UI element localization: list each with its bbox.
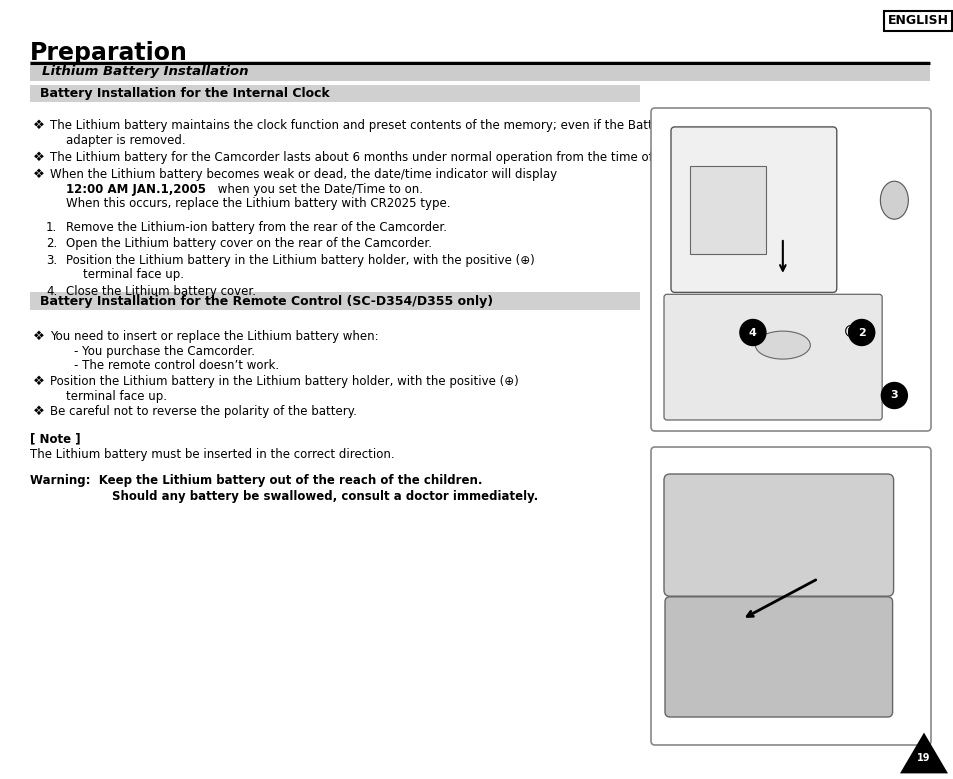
Text: ❖: ❖ (33, 405, 45, 418)
Circle shape (740, 319, 765, 346)
Text: Position the Lithium battery in the Lithium battery holder, with the positive (⊕: Position the Lithium battery in the Lith… (66, 254, 535, 266)
FancyBboxPatch shape (663, 294, 882, 420)
Text: Position the Lithium battery in the Lithium battery holder, with the positive (⊕: Position the Lithium battery in the Lith… (50, 375, 518, 388)
Text: 4.: 4. (46, 285, 57, 298)
Text: ®: ® (842, 325, 858, 340)
Text: The Lithium battery must be inserted in the correct direction.: The Lithium battery must be inserted in … (30, 448, 395, 460)
Text: 3: 3 (889, 390, 897, 400)
FancyBboxPatch shape (30, 292, 639, 310)
Text: When the Lithium battery becomes weak or dead, the date/time indicator will disp: When the Lithium battery becomes weak or… (50, 167, 557, 181)
Text: 12:00 AM JAN.1,2005: 12:00 AM JAN.1,2005 (66, 182, 206, 196)
Text: Battery Installation for the Internal Clock: Battery Installation for the Internal Cl… (40, 86, 330, 100)
FancyBboxPatch shape (30, 62, 929, 81)
FancyBboxPatch shape (650, 108, 930, 431)
Text: ❖: ❖ (33, 375, 45, 388)
Text: adapter is removed.: adapter is removed. (66, 134, 186, 146)
Circle shape (848, 319, 874, 346)
Text: ❖: ❖ (33, 330, 45, 343)
FancyBboxPatch shape (670, 127, 836, 292)
Circle shape (881, 382, 906, 408)
Text: [ Note ]: [ Note ] (30, 432, 81, 445)
Text: 4: 4 (748, 327, 756, 337)
Text: Warning:  Keep the Lithium battery out of the reach of the children.: Warning: Keep the Lithium battery out of… (30, 474, 482, 487)
Polygon shape (899, 732, 947, 774)
FancyBboxPatch shape (650, 447, 930, 745)
Text: - The remote control doesn’t work.: - The remote control doesn’t work. (74, 359, 279, 372)
Text: 1.: 1. (46, 221, 57, 234)
FancyBboxPatch shape (663, 474, 893, 596)
Text: 2: 2 (857, 327, 864, 337)
Ellipse shape (755, 331, 809, 359)
Text: Battery Installation for the Remote Control (SC-D354/D355 only): Battery Installation for the Remote Cont… (40, 294, 493, 308)
FancyBboxPatch shape (689, 166, 765, 254)
Text: The Lithium battery maintains the clock function and preset contents of the memo: The Lithium battery maintains the clock … (50, 119, 778, 132)
FancyBboxPatch shape (664, 597, 892, 717)
Text: ❖: ❖ (33, 151, 45, 164)
Text: ENGLISH: ENGLISH (886, 15, 947, 27)
Text: Remove the Lithium-ion battery from the rear of the Camcorder.: Remove the Lithium-ion battery from the … (66, 221, 447, 234)
Text: Lithium Battery Installation: Lithium Battery Installation (42, 65, 248, 78)
Text: Close the Lithium battery cover.: Close the Lithium battery cover. (66, 285, 255, 298)
Ellipse shape (880, 182, 907, 219)
Text: 19: 19 (916, 753, 930, 763)
Text: - You purchase the Camcorder.: - You purchase the Camcorder. (74, 344, 254, 358)
Text: when you set the Date/Time to on.: when you set the Date/Time to on. (213, 182, 422, 196)
Text: 3.: 3. (46, 254, 57, 266)
Text: The Lithium battery for the Camcorder lasts about 6 months under normal operatio: The Lithium battery for the Camcorder la… (50, 151, 725, 164)
Text: Should any battery be swallowed, consult a doctor immediately.: Should any battery be swallowed, consult… (112, 491, 537, 503)
Text: ❖: ❖ (33, 119, 45, 132)
Text: Preparation: Preparation (30, 41, 188, 65)
FancyBboxPatch shape (30, 84, 639, 102)
Text: Be careful not to reverse the polarity of the battery.: Be careful not to reverse the polarity o… (50, 405, 356, 418)
Text: terminal face up.: terminal face up. (83, 269, 184, 281)
Text: When this occurs, replace the Lithium battery with CR2025 type.: When this occurs, replace the Lithium ba… (66, 197, 450, 210)
Text: You need to insert or replace the Lithium battery when:: You need to insert or replace the Lithiu… (50, 330, 378, 343)
Text: terminal face up.: terminal face up. (66, 390, 167, 403)
Text: 2.: 2. (46, 238, 57, 250)
Text: Open the Lithium battery cover on the rear of the Camcorder.: Open the Lithium battery cover on the re… (66, 238, 432, 250)
Text: ❖: ❖ (33, 167, 45, 181)
